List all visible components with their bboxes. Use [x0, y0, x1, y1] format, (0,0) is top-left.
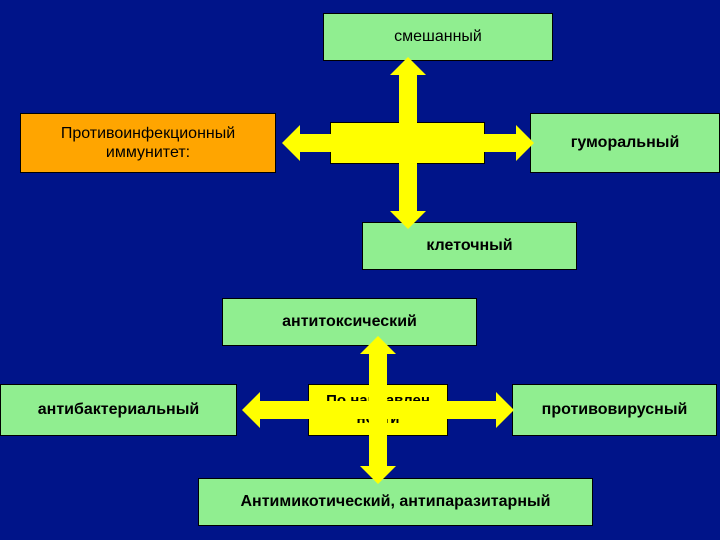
box-humoral: гуморальный — [530, 113, 720, 173]
box-mixed: смешанный — [323, 13, 553, 61]
box-humoral-label: гуморальный — [571, 133, 680, 152]
box-antitoxic-label: антитоксический — [282, 312, 417, 331]
box-mixed-label: смешанный — [394, 27, 482, 46]
box-cellular-label: клеточный — [426, 236, 512, 255]
box-antibacterial: антибактериальный — [0, 384, 237, 436]
box-antibacterial-label: антибактериальный — [38, 400, 199, 419]
box-title: Противоинфекционный иммунитет: — [20, 113, 276, 173]
box-antimycotic-label: Антимикотический, антипаразитарный — [241, 492, 551, 511]
box-antiviral: противовирусный — [512, 384, 717, 436]
box-antitoxic: антитоксический — [222, 298, 477, 346]
box-antiviral-label: противовирусный — [542, 400, 688, 419]
box-title-label: Противоинфекционный иммунитет: — [61, 124, 235, 162]
box-antimycotic: Антимикотический, антипаразитарный — [198, 478, 593, 526]
box-cellular: клеточный — [362, 222, 577, 270]
